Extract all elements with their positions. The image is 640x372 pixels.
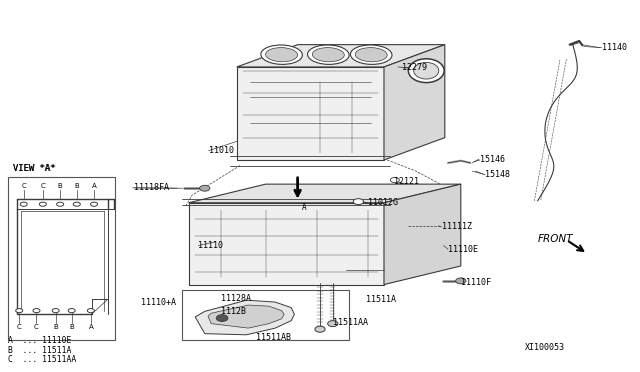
Text: C: C — [34, 324, 39, 330]
Polygon shape — [237, 45, 445, 67]
Ellipse shape — [308, 45, 349, 64]
Text: 11110F: 11110F — [461, 278, 491, 287]
Text: 11140: 11140 — [602, 43, 627, 52]
Circle shape — [200, 185, 210, 191]
Text: 11110: 11110 — [198, 241, 223, 250]
Text: B: B — [74, 183, 79, 189]
Circle shape — [456, 278, 466, 284]
Text: 12121: 12121 — [394, 177, 419, 186]
Bar — [8, 177, 115, 340]
Circle shape — [91, 202, 98, 206]
Circle shape — [68, 309, 76, 312]
Ellipse shape — [355, 48, 387, 62]
Text: C: C — [17, 324, 22, 330]
Text: C  ... 11511AA: C ... 11511AA — [8, 355, 76, 364]
Circle shape — [56, 202, 63, 206]
Circle shape — [20, 202, 28, 206]
Text: 11012G: 11012G — [368, 198, 398, 207]
Text: A  ... 11110E: A ... 11110E — [8, 336, 71, 345]
Polygon shape — [195, 300, 294, 335]
Circle shape — [390, 177, 399, 183]
Text: B: B — [53, 324, 58, 330]
Ellipse shape — [266, 48, 298, 62]
Polygon shape — [384, 45, 445, 160]
Ellipse shape — [351, 45, 392, 64]
Text: 11128A: 11128A — [221, 294, 251, 303]
Text: 11511AB: 11511AB — [256, 333, 291, 342]
Circle shape — [33, 309, 40, 312]
Text: A: A — [88, 324, 93, 330]
Text: 11110+A: 11110+A — [141, 298, 176, 307]
Polygon shape — [237, 67, 384, 160]
Text: 11511A: 11511A — [366, 295, 396, 304]
Text: A: A — [302, 203, 307, 212]
Circle shape — [315, 326, 325, 332]
Text: B: B — [69, 324, 74, 330]
Polygon shape — [208, 305, 284, 328]
Text: 15148: 15148 — [485, 170, 510, 179]
Text: B: B — [58, 183, 63, 189]
Text: 12279: 12279 — [402, 63, 427, 72]
Text: 1112B: 1112B — [221, 307, 246, 316]
Circle shape — [40, 202, 47, 206]
Polygon shape — [384, 184, 461, 285]
Polygon shape — [189, 184, 461, 203]
Text: B  ... 11511A: B ... 11511A — [8, 346, 71, 355]
Text: FRONT: FRONT — [538, 234, 573, 244]
Ellipse shape — [261, 45, 302, 64]
Ellipse shape — [312, 48, 344, 62]
Text: 11511AA: 11511AA — [333, 318, 368, 327]
Text: C: C — [40, 183, 45, 189]
Text: XI100053: XI100053 — [525, 343, 564, 352]
Ellipse shape — [408, 59, 444, 83]
Circle shape — [15, 309, 23, 312]
Circle shape — [216, 315, 228, 321]
Text: A: A — [92, 183, 97, 189]
Circle shape — [353, 199, 364, 205]
Text: VIEW *A*: VIEW *A* — [13, 164, 55, 173]
Text: C: C — [21, 183, 26, 189]
Polygon shape — [189, 203, 384, 285]
Text: 11110E: 11110E — [448, 245, 478, 254]
Circle shape — [52, 309, 59, 312]
Text: 15146: 15146 — [480, 155, 505, 164]
Text: 11111Z: 11111Z — [442, 222, 472, 231]
Text: 11010: 11010 — [209, 146, 234, 155]
Ellipse shape — [413, 62, 439, 79]
Bar — [182, 290, 349, 340]
Circle shape — [328, 321, 338, 327]
Text: VIEW *A*: VIEW *A* — [13, 164, 56, 173]
Circle shape — [73, 202, 81, 206]
Circle shape — [88, 309, 95, 312]
Text: 11118FA: 11118FA — [134, 183, 170, 192]
